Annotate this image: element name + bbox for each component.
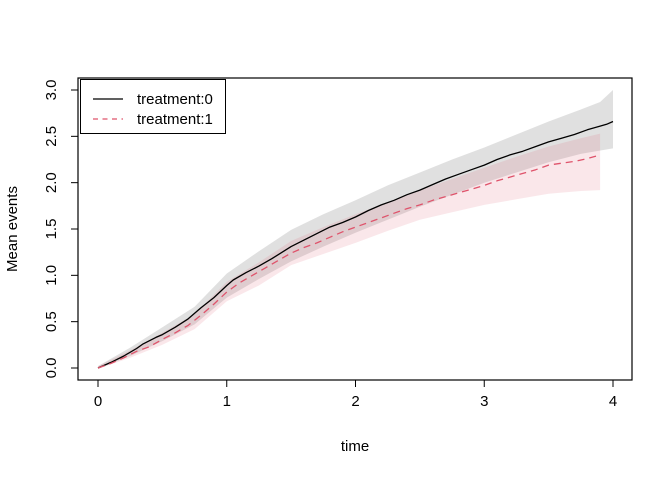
- legend-label-treatment1: treatment:1: [137, 111, 213, 128]
- y-axis: 0.0 0.5 1.0 1.5 2.0 2.5 3.0: [43, 80, 78, 379]
- x-tick-label: 0: [94, 393, 102, 410]
- x-axis-title: time: [341, 438, 369, 455]
- series-lines: [97, 120, 614, 369]
- y-tick-label: 1.5: [43, 219, 60, 240]
- legend: treatment:0 treatment:1: [80, 79, 226, 134]
- x-tick-label: 2: [351, 393, 359, 410]
- legend-label-treatment0: treatment:0: [137, 91, 213, 108]
- confidence-band-treatment-0: [98, 90, 613, 369]
- x-tick-label: 4: [609, 393, 617, 410]
- x-tick-label: 1: [223, 393, 231, 410]
- y-axis-title: Mean events: [4, 186, 21, 272]
- x-tick-label: 3: [480, 393, 488, 410]
- x-axis: 0 1 2 3 4: [94, 380, 617, 410]
- series-line-treatment-0: [97, 120, 614, 369]
- y-tick-label: 3.0: [43, 80, 60, 101]
- y-tick-label: 0.5: [43, 311, 60, 332]
- confidence-bands: [98, 90, 613, 369]
- legend-box: [80, 79, 226, 134]
- y-tick-label: 0.0: [43, 358, 60, 379]
- y-tick-label: 2.5: [43, 126, 60, 147]
- y-tick-label: 1.0: [43, 265, 60, 286]
- y-tick-label: 2.0: [43, 172, 60, 193]
- confidence-band-treatment-1: [98, 133, 601, 369]
- series-line-treatment-1: [97, 154, 601, 369]
